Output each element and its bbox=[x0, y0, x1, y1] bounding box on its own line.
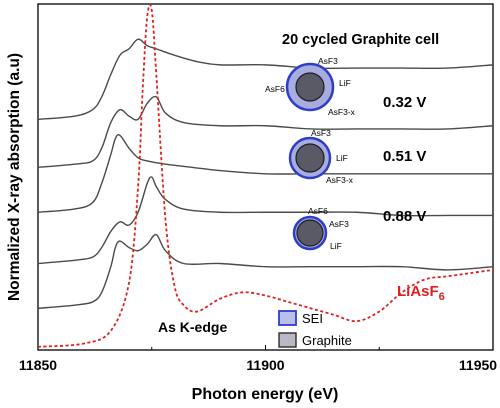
reference-label-sub: 6 bbox=[439, 291, 445, 303]
legend-label-graphite: Graphite bbox=[302, 333, 352, 348]
series-line-3 bbox=[37, 134, 493, 213]
potential-label-3: 0.88 V bbox=[383, 208, 426, 225]
x-tick-label-11850: 11850 bbox=[19, 357, 57, 373]
graphite-core bbox=[296, 219, 324, 247]
edge-label: As K-edge bbox=[158, 319, 227, 335]
x-axis-label: Photon energy (eV) bbox=[192, 386, 339, 403]
particle-2-label-b: LiF bbox=[336, 153, 348, 163]
particle-1-label-c: LiF bbox=[339, 78, 351, 88]
particle-1-label-b: AsF6 bbox=[265, 84, 285, 94]
particle-1-label-d: AsF3-x bbox=[328, 107, 356, 117]
graphite-core bbox=[295, 72, 325, 102]
particle-3-label-a: AsF6 bbox=[308, 206, 328, 216]
particle-schematic-3: AsF6 AsF3 LiF bbox=[292, 206, 349, 251]
legend-swatch-graphite bbox=[278, 332, 297, 348]
reference-label: LiAsF6 bbox=[397, 283, 445, 303]
x-tick-label-11900: 11900 bbox=[246, 357, 284, 373]
particle-3-label-c: LiF bbox=[330, 241, 342, 251]
particle-3-label-b: AsF3 bbox=[329, 219, 349, 229]
potential-label-1: 0.32 V bbox=[383, 94, 426, 111]
particle-schematic-1: AsF3 AsF6 LiF AsF3-x bbox=[265, 56, 356, 117]
legend-swatch-sei bbox=[278, 310, 297, 326]
series-line-2 bbox=[37, 95, 494, 169]
y-axis-label: Normalized X-ray absorption (a.u) bbox=[6, 53, 23, 301]
series-line-4 bbox=[37, 176, 493, 265]
spectra bbox=[37, 3, 494, 348]
legend-label-sei: SEI bbox=[302, 311, 323, 326]
particle-schematic-2: AsF3 LiF AsF3-x bbox=[288, 128, 354, 185]
legend: SEI Graphite bbox=[278, 310, 352, 348]
chart-title: 20 cycled Graphite cell bbox=[282, 32, 439, 48]
potential-label-2: 0.51 V bbox=[383, 148, 426, 165]
series-line-6 bbox=[37, 3, 494, 348]
x-axis: 11850 11900 11950 Photon energy (eV) bbox=[19, 345, 497, 403]
graphite-core bbox=[295, 143, 325, 173]
series-line-5 bbox=[37, 233, 494, 310]
particle-2-label-a: AsF3 bbox=[311, 128, 331, 138]
reference-label-main: LiAsF bbox=[397, 283, 439, 300]
series-line-1 bbox=[37, 38, 494, 121]
particle-2-label-c: AsF3-x bbox=[326, 175, 354, 185]
particle-1-label-a: AsF3 bbox=[318, 56, 338, 66]
x-tick-label-11950: 11950 bbox=[459, 357, 497, 373]
